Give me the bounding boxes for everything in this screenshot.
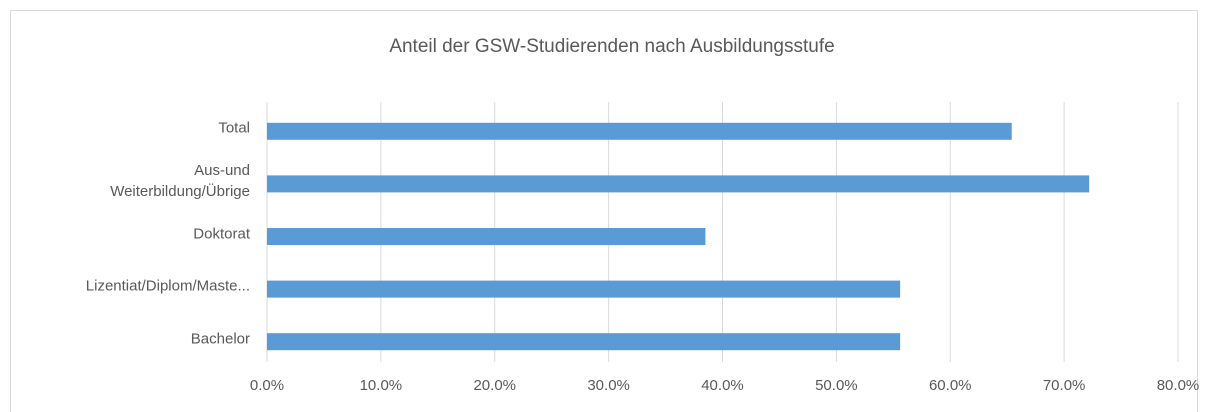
bar [267, 228, 706, 245]
y-tick-label: Bachelor [190, 330, 250, 348]
chart-border [10, 10, 1198, 412]
y-tick-label: Aus-und Weiterbildung/Übrige [110, 161, 250, 200]
y-tick-label: Total [218, 119, 250, 137]
chart-title: Anteil der GSW-Studierenden nach Ausbild… [389, 36, 834, 57]
bar [267, 175, 1090, 193]
x-tick-label: 20.0% [473, 377, 516, 394]
x-tick-label: 40.0% [701, 377, 744, 394]
bar [267, 280, 901, 298]
x-tick-label: 30.0% [587, 377, 630, 394]
x-tick-label: 80.0% [1157, 377, 1200, 394]
x-tick-label: 70.0% [1043, 377, 1086, 394]
bar [267, 333, 901, 351]
x-tick-label: 60.0% [929, 377, 972, 394]
y-tick-label: Doktorat [193, 225, 250, 242]
x-tick-label: 10.0% [360, 377, 403, 394]
bar [267, 122, 1012, 140]
x-tick-label: 50.0% [815, 377, 858, 394]
y-tick-label: Lizentiat/Diplom/Maste... [85, 277, 250, 295]
x-tick-label: 0.0% [250, 377, 284, 394]
